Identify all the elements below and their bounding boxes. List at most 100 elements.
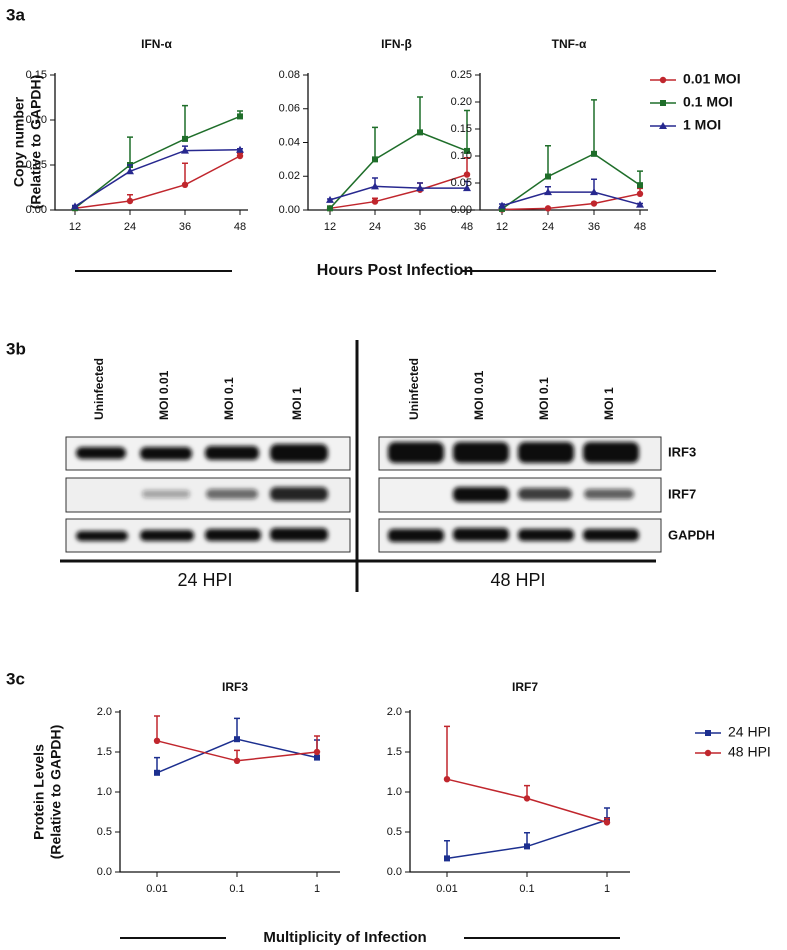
marker bbox=[603, 819, 611, 826]
lane-label: MOI 0.01 bbox=[472, 370, 486, 420]
y-tick-label: 0.0 bbox=[97, 866, 112, 878]
marker bbox=[637, 182, 643, 189]
marker bbox=[544, 188, 552, 196]
x-tick-label: 24 bbox=[369, 221, 381, 233]
band bbox=[76, 531, 128, 541]
legend-marker bbox=[660, 100, 666, 106]
marker bbox=[236, 145, 244, 153]
marker bbox=[313, 748, 321, 756]
y-tick-label: 0.08 bbox=[279, 69, 300, 81]
error-bar bbox=[591, 99, 597, 154]
y-tick-label: 0.10 bbox=[451, 150, 472, 162]
error-bar bbox=[464, 109, 470, 151]
y-tick-label: 0.5 bbox=[97, 826, 112, 838]
band bbox=[584, 489, 634, 499]
band bbox=[270, 528, 328, 541]
error-bar bbox=[372, 126, 378, 160]
marker bbox=[498, 201, 506, 209]
x-tick-label: 0.1 bbox=[519, 883, 534, 895]
legend-label: 0.1 MOI bbox=[683, 94, 733, 110]
x-tick-label: 0.01 bbox=[436, 883, 457, 895]
y-tick-label: 1.0 bbox=[387, 786, 402, 798]
legend-label: 24 HPI bbox=[728, 724, 771, 740]
row-label: IRF3 bbox=[668, 444, 696, 459]
axis bbox=[54, 73, 248, 211]
band bbox=[453, 528, 509, 541]
legend-label: 48 HPI bbox=[728, 744, 771, 760]
marker bbox=[444, 855, 450, 862]
y-tick-label: 0.25 bbox=[451, 69, 472, 81]
marker bbox=[463, 171, 471, 178]
marker bbox=[545, 173, 551, 180]
lane-label: MOI 0.1 bbox=[222, 377, 236, 420]
axis bbox=[307, 73, 475, 211]
band bbox=[453, 442, 509, 463]
band bbox=[388, 529, 444, 542]
marker bbox=[464, 147, 470, 154]
y-label-line: Copy number bbox=[11, 96, 27, 187]
x-axis-label: Hours Post Infection bbox=[317, 262, 473, 279]
marker bbox=[372, 156, 378, 163]
band bbox=[205, 446, 259, 460]
band bbox=[206, 489, 258, 499]
error-bar bbox=[417, 96, 423, 133]
marker bbox=[544, 205, 552, 212]
x-tick-label: 36 bbox=[179, 221, 191, 233]
y-tick-label: 0.06 bbox=[279, 103, 300, 115]
x-tick-label: 24 bbox=[542, 221, 554, 233]
axis bbox=[119, 710, 340, 873]
x-tick-label: 0.01 bbox=[146, 883, 167, 895]
lane-label: MOI 1 bbox=[290, 387, 304, 420]
band bbox=[518, 442, 574, 463]
y-label-line: (Relative to GAPDH) bbox=[28, 75, 44, 210]
panel-label: 3b bbox=[6, 339, 26, 358]
time-label: 24 HPI bbox=[177, 570, 232, 590]
band bbox=[453, 487, 509, 502]
lane-label: MOI 0.1 bbox=[537, 377, 551, 420]
y-tick-label: 0.05 bbox=[451, 177, 472, 189]
marker bbox=[371, 198, 379, 205]
legend-marker bbox=[704, 749, 712, 757]
marker bbox=[234, 736, 240, 743]
series-line bbox=[329, 185, 467, 201]
chart-title: IRF3 bbox=[222, 680, 248, 694]
marker bbox=[591, 150, 597, 157]
marker bbox=[636, 190, 644, 197]
marker bbox=[443, 776, 451, 783]
band bbox=[205, 529, 261, 541]
y-tick-label: 0.10 bbox=[26, 114, 47, 126]
series-line bbox=[501, 193, 641, 211]
marker bbox=[236, 152, 244, 160]
band bbox=[388, 442, 444, 463]
row-label: IRF7 bbox=[668, 486, 696, 501]
lane-label: Uninfected bbox=[407, 358, 421, 420]
x-tick-label: 36 bbox=[588, 221, 600, 233]
marker bbox=[524, 843, 530, 850]
marker bbox=[181, 146, 189, 154]
legend-marker bbox=[659, 122, 667, 129]
y-tick-label: 1.5 bbox=[97, 746, 112, 758]
x-tick-label: 36 bbox=[414, 221, 426, 233]
marker bbox=[233, 757, 241, 764]
lane-label: MOI 0.01 bbox=[157, 370, 171, 420]
marker bbox=[417, 129, 423, 136]
x-tick-label: 1 bbox=[314, 883, 320, 895]
y-tick-label: 2.0 bbox=[387, 706, 402, 718]
series-line bbox=[74, 148, 241, 208]
y-tick-label: 1.0 bbox=[97, 786, 112, 798]
blot bbox=[65, 436, 662, 553]
error-bar bbox=[444, 725, 450, 780]
marker bbox=[154, 769, 160, 776]
error-bar bbox=[154, 715, 160, 741]
row-label: GAPDH bbox=[668, 527, 715, 542]
band bbox=[518, 529, 574, 541]
marker bbox=[182, 135, 188, 142]
x-tick-label: 0.1 bbox=[229, 883, 244, 895]
error-bar bbox=[234, 717, 240, 740]
marker bbox=[416, 184, 424, 192]
series-line bbox=[329, 173, 468, 210]
marker bbox=[636, 200, 644, 208]
marker bbox=[126, 197, 134, 205]
series-line bbox=[501, 152, 641, 210]
legend-label: 0.01 MOI bbox=[683, 71, 741, 87]
